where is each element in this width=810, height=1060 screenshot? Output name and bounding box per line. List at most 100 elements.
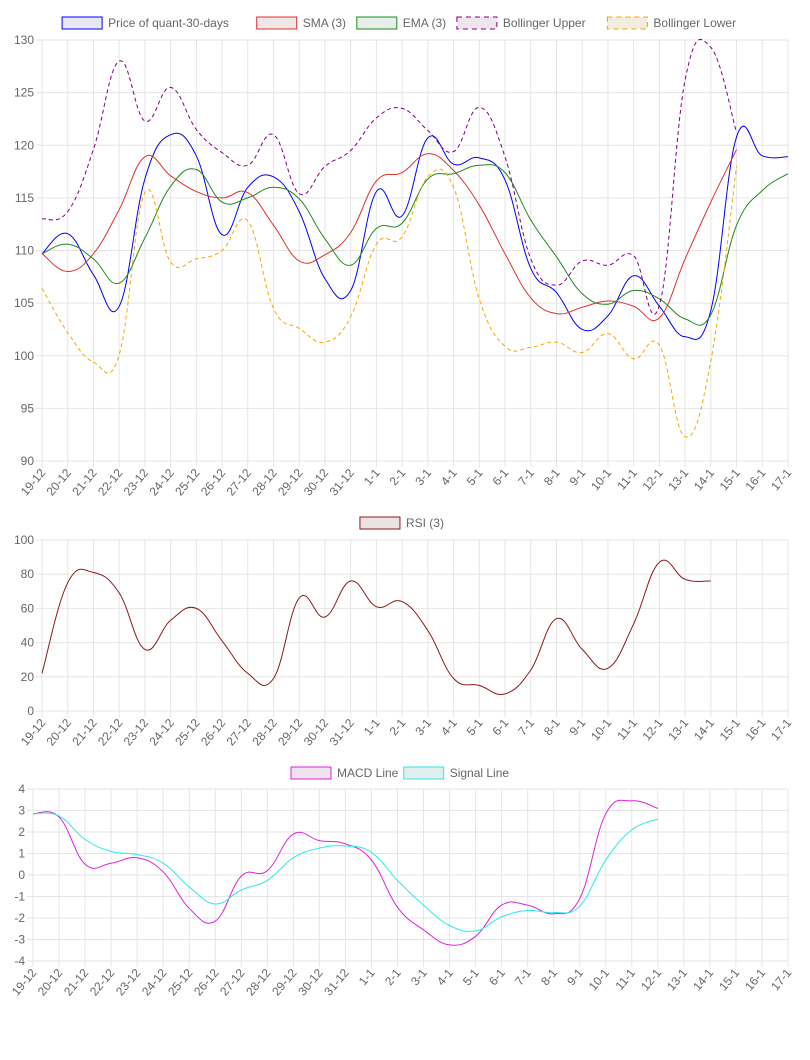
data-point-sma-3[interactable]: 3-1: 119.2 [425, 151, 431, 157]
data-point-price-of-quant-30-days[interactable]: 13-1: 101.8 [682, 334, 688, 340]
data-point-rsi-3[interactable]: 19-12: 22 [39, 670, 45, 676]
data-point-rsi-3[interactable]: 9-1: 36 [579, 646, 585, 652]
data-point-signal-line[interactable]: 1-1: 1.05 [368, 849, 374, 855]
data-point-bollinger-lower[interactable]: 12-1: 101 [656, 342, 662, 348]
data-point-rsi-3[interactable]: 14-1: 76 [708, 578, 714, 584]
data-point-price-of-quant-30-days[interactable]: 11-1: 107.6 [631, 273, 637, 279]
data-point-ema-3[interactable]: 2-1: 112.6 [399, 220, 405, 226]
data-point-signal-line[interactable]: 3-1: -1.4 [421, 902, 427, 908]
data-point-sma-3[interactable]: 27-12: 115.5 [245, 190, 251, 196]
data-point-bollinger-lower[interactable]: 27-12: 112.8 [245, 218, 251, 224]
data-point-rsi-3[interactable]: 25-12: 60 [193, 605, 199, 611]
data-point-sma-3[interactable]: 13-1: 109.2 [682, 256, 688, 262]
data-point-rsi-3[interactable]: 20-12: 75 [65, 580, 71, 586]
data-point-bollinger-lower[interactable]: 31-12: 103.7 [348, 314, 354, 320]
data-point-bollinger-lower[interactable]: 20-12: 102.2 [65, 330, 71, 336]
data-point-bollinger-upper[interactable]: 19-12: 113 [39, 216, 45, 222]
legend-item[interactable]: RSI (3) [359, 516, 444, 530]
data-point-bollinger-upper[interactable]: 6-1: 118.9 [502, 154, 508, 160]
data-point-sma-3[interactable]: 9-1: 104.6 [579, 304, 585, 310]
data-point-bollinger-lower[interactable]: 25-12: 109.2 [193, 256, 199, 262]
data-point-macd-line[interactable]: 29-12: 1.9 [290, 831, 296, 837]
data-point-bollinger-upper[interactable]: 26-12: 119.3 [219, 150, 225, 156]
data-point-bollinger-upper[interactable]: 5-1: 123.6 [476, 104, 482, 110]
data-point-macd-line[interactable]: 24-12: 0.15 [160, 869, 166, 875]
legend-item[interactable]: EMA (3) [356, 16, 446, 30]
data-point-ema-3[interactable]: 27-12: 115 [245, 195, 251, 201]
data-point-bollinger-upper[interactable]: 25-12: 121.5 [193, 126, 199, 132]
data-point-rsi-3[interactable]: 12-1: 87 [656, 559, 662, 565]
data-point-bollinger-lower[interactable]: 19-12: 106.4 [39, 285, 45, 291]
data-point-ema-3[interactable]: 14-1: 103.9 [708, 312, 714, 318]
data-point-sma-3[interactable]: 14-1: 114.6 [708, 199, 714, 205]
data-point-sma-3[interactable]: 12-1: 103.6 [656, 315, 662, 321]
data-point-price-of-quant-30-days[interactable]: 3-1: 120.7 [425, 135, 431, 141]
data-point-macd-line[interactable]: 5-1: -2.85 [473, 933, 479, 939]
data-point-signal-line[interactable]: 12-1: 2.6 [655, 816, 661, 822]
data-point-ema-3[interactable]: 20-12: 110.6 [65, 241, 71, 247]
data-point-bollinger-upper[interactable]: 3-1: 121.4 [425, 128, 431, 134]
data-point-ema-3[interactable]: 16-1: 115.7 [759, 188, 765, 194]
data-point-price-of-quant-30-days[interactable]: 2-1: 113.3 [399, 213, 405, 219]
data-point-macd-line[interactable]: 3-1: -2.55 [421, 927, 427, 933]
data-point-ema-3[interactable]: 19-12: 109.7 [39, 251, 45, 257]
data-point-bollinger-upper[interactable]: 23-12: 122.3 [142, 118, 148, 124]
data-point-bollinger-lower[interactable]: 28-12: 104.5 [271, 305, 277, 311]
data-point-signal-line[interactable]: 27-12: -0.7 [238, 887, 244, 893]
data-point-rsi-3[interactable]: 27-12: 22 [245, 670, 251, 676]
data-point-bollinger-lower[interactable]: 21-12: 99.4 [90, 359, 96, 365]
data-point-price-of-quant-30-days[interactable]: 8-1: 106 [553, 290, 559, 296]
data-point-ema-3[interactable]: 21-12: 109.2 [90, 256, 96, 262]
data-point-ema-3[interactable]: 10-1: 104.9 [605, 301, 611, 307]
data-point-price-of-quant-30-days[interactable]: 20-12: 111.6 [65, 231, 71, 237]
data-point-rsi-3[interactable]: 5-1: 15 [476, 682, 482, 688]
data-point-bollinger-lower[interactable]: 15-1: 118 [734, 163, 740, 169]
data-point-bollinger-upper[interactable]: 15-1: 121.2 [734, 130, 740, 136]
legend-item[interactable]: Bollinger Upper [456, 16, 586, 30]
data-point-sma-3[interactable]: 20-12: 108 [65, 269, 71, 275]
data-point-signal-line[interactable]: 28-12: -0.25 [264, 877, 270, 883]
data-point-ema-3[interactable]: 22-12: 106.9 [116, 280, 122, 286]
data-point-ema-3[interactable]: 29-12: 114.9 [296, 196, 302, 202]
data-point-ema-3[interactable]: 23-12: 111.2 [142, 235, 148, 241]
data-point-rsi-3[interactable]: 8-1: 54 [553, 616, 559, 622]
legend-item[interactable]: Bollinger Lower [606, 16, 736, 30]
data-point-sma-3[interactable]: 21-12: 109.7 [90, 251, 96, 257]
data-point-sma-3[interactable]: 29-12: 109 [296, 258, 302, 264]
data-point-bollinger-lower[interactable]: 23-12: 115.5 [142, 190, 148, 196]
data-point-ema-3[interactable]: 30-12: 111.1 [322, 236, 328, 242]
data-point-sma-3[interactable]: 23-12: 118.9 [142, 154, 148, 160]
data-point-bollinger-lower[interactable]: 22-12: 100.1 [116, 352, 122, 358]
data-point-signal-line[interactable]: 6-1: -1.95 [499, 914, 505, 920]
data-point-rsi-3[interactable]: 31-12: 76 [348, 578, 354, 584]
data-point-price-of-quant-30-days[interactable]: 16-1: 119 [759, 153, 765, 159]
data-point-bollinger-upper[interactable]: 24-12: 125.5 [168, 84, 174, 90]
data-point-macd-line[interactable]: 30-12: 1.6 [316, 838, 322, 844]
data-point-sma-3[interactable]: 25-12: 115.6 [193, 189, 199, 195]
data-point-ema-3[interactable]: 28-12: 116 [271, 184, 277, 190]
data-point-bollinger-upper[interactable]: 12-1: 104.8 [656, 302, 662, 308]
data-point-macd-line[interactable]: 2-1: -1.5 [394, 904, 400, 910]
data-point-ema-3[interactable]: 1-1: 112.1 [373, 225, 379, 231]
data-point-signal-line[interactable]: 26-12: -1.35 [212, 901, 218, 907]
data-point-bollinger-upper[interactable]: 31-12: 119.5 [348, 148, 354, 154]
data-point-price-of-quant-30-days[interactable]: 10-1: 103.8 [605, 313, 611, 319]
data-point-macd-line[interactable]: 25-12: -1.55 [186, 905, 192, 911]
data-point-rsi-3[interactable]: 2-1: 64 [399, 599, 405, 605]
data-point-signal-line[interactable]: 9-1: -1.45 [577, 903, 583, 909]
data-point-rsi-3[interactable]: 3-1: 47 [425, 628, 431, 634]
data-point-bollinger-lower[interactable]: 7-1: 100.8 [528, 344, 534, 350]
data-point-signal-line[interactable]: 10-1: 0.7 [603, 857, 609, 863]
data-point-price-of-quant-30-days[interactable]: 31-12: 106.2 [348, 287, 354, 293]
legend-item[interactable]: MACD Line [290, 766, 399, 780]
data-point-bollinger-upper[interactable]: 2-1: 123.5 [399, 105, 405, 111]
data-point-price-of-quant-30-days[interactable]: 6-1: 116.7 [502, 177, 508, 183]
data-point-price-of-quant-30-days[interactable]: 17-1: 118.9 [785, 154, 791, 160]
data-point-rsi-3[interactable]: 23-12: 36 [142, 646, 148, 652]
data-point-signal-line[interactable]: 5-1: -2.6 [473, 928, 479, 934]
data-point-sma-3[interactable]: 11-1: 104.7 [631, 303, 637, 309]
data-point-signal-line[interactable]: 30-12: 1.25 [316, 845, 322, 851]
data-point-bollinger-upper[interactable]: 29-12: 115.4 [296, 191, 302, 197]
data-point-macd-line[interactable]: 1-1: 0.7 [368, 857, 374, 863]
legend-item[interactable]: Price of quant-30-days [61, 16, 229, 30]
